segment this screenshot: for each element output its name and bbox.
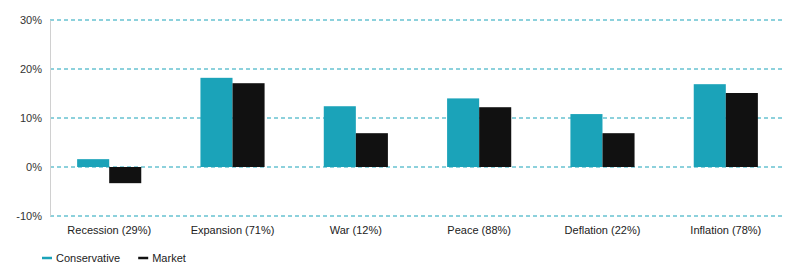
y-axis: -10% 0% 10% 20% 30% [16, 14, 50, 222]
bar [233, 83, 265, 167]
bar [694, 84, 726, 167]
x-tick-label: War (12%) [330, 224, 382, 236]
y-tick-label: 0% [26, 161, 42, 173]
x-tick: War (12%) [330, 216, 382, 236]
bar [356, 133, 388, 167]
x-tick: Recession (29%) [67, 216, 151, 236]
legend-label: Market [152, 252, 186, 264]
bar [479, 107, 511, 167]
grid [50, 20, 785, 216]
y-tick: 10% [20, 112, 50, 124]
grid-line [50, 118, 785, 119]
grid-line [50, 216, 785, 217]
y-tick: -10% [16, 210, 50, 222]
plot: -10% 0% 10% 20% 30% Recession (29%) Expansion … [16, 14, 785, 236]
x-tick: Peace (88%) [447, 216, 511, 236]
legend-item: Conservative [42, 252, 120, 264]
bars [77, 78, 758, 183]
bar [200, 78, 232, 167]
chart: -10% 0% 10% 20% 30% Recession (29%) Expansion … [0, 0, 800, 272]
x-axis: Recession (29%) Expansion (71%) War (12%) P… [67, 216, 761, 236]
bar [570, 114, 602, 167]
x-tick-label: Recession (29%) [67, 224, 151, 236]
grid-line [50, 167, 785, 168]
bar [324, 106, 356, 167]
x-tick-label: Deflation (22%) [565, 224, 641, 236]
legend-label: Conservative [56, 252, 120, 264]
legend-item: Market [138, 252, 186, 264]
series-bars [77, 78, 726, 167]
bar [602, 133, 634, 167]
y-tick-label: 20% [20, 63, 42, 75]
legend-swatch [138, 257, 148, 260]
y-tick-label: 30% [20, 14, 42, 26]
y-tick: 0% [26, 161, 50, 173]
y-tick-label: -10% [16, 210, 42, 222]
y-axis-line [50, 21, 51, 217]
grid-line [50, 69, 785, 70]
x-tick: Inflation (78%) [690, 216, 761, 236]
bar [726, 93, 758, 167]
series-bars [109, 83, 758, 183]
x-tick: Expansion (71%) [191, 216, 275, 236]
bar [77, 159, 109, 167]
y-tick: 20% [20, 63, 50, 75]
y-tick-label: 10% [20, 112, 42, 124]
x-tick-label: Expansion (71%) [191, 224, 275, 236]
x-tick-label: Inflation (78%) [690, 224, 761, 236]
bar [109, 167, 141, 183]
legend-swatch [42, 257, 52, 260]
x-tick: Deflation (22%) [565, 216, 641, 236]
grid-line [50, 20, 785, 21]
bar [447, 98, 479, 167]
legend: Conservative Market [42, 252, 186, 264]
x-tick-label: Peace (88%) [447, 224, 511, 236]
y-tick: 30% [20, 14, 50, 26]
